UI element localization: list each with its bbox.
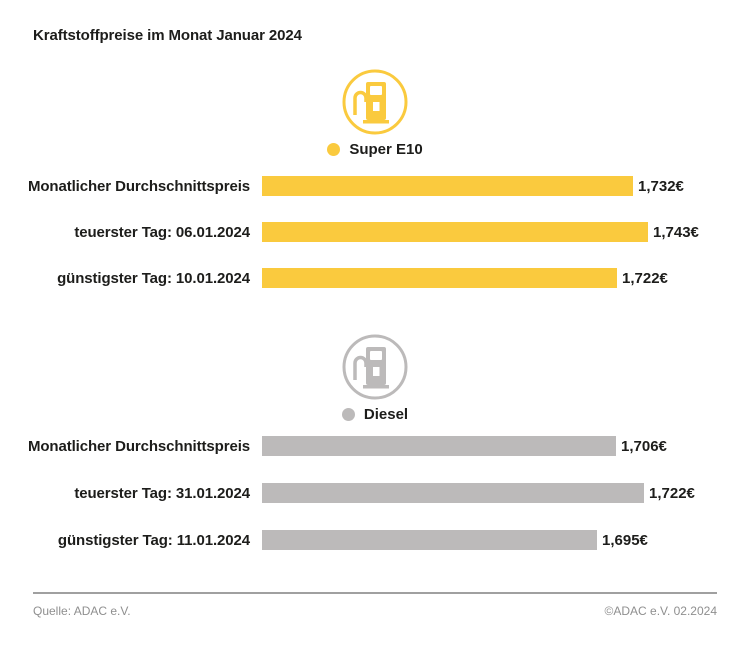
bar-row-super-min: günstigster Tag: 10.01.2024 1,722€ bbox=[0, 268, 750, 288]
bar-row-diesel-average: Monatlicher Durchschnittspreis 1,706€ bbox=[0, 436, 750, 456]
diesel-legend-label: Diesel bbox=[363, 405, 409, 423]
diesel-legend: Diesel bbox=[341, 405, 409, 423]
bar-super-max bbox=[262, 222, 648, 242]
super-e10-legend-label: Super E10 bbox=[349, 140, 423, 158]
fuel-pump-icon bbox=[342, 69, 408, 135]
source-text: Quelle: ADAC e.V. bbox=[33, 604, 131, 618]
bar-label: teuerster Tag: 06.01.2024 bbox=[74, 223, 250, 241]
bar-super-average bbox=[262, 176, 633, 196]
diesel-legend-dot bbox=[341, 407, 355, 421]
bar-row-super-average: Monatlicher Durchschnittspreis 1,732€ bbox=[0, 176, 750, 196]
bar-label: günstigster Tag: 10.01.2024 bbox=[57, 269, 250, 287]
bar-value: 1,706€ bbox=[621, 437, 667, 455]
bar-label: Monatlicher Durchschnittspreis bbox=[27, 177, 250, 195]
bar-label: Monatlicher Durchschnittspreis bbox=[27, 437, 250, 455]
bar-value: 1,722€ bbox=[622, 269, 668, 287]
bar-super-min bbox=[262, 268, 617, 288]
diesel-header: Diesel bbox=[0, 334, 750, 423]
bar-row-super-max: teuerster Tag: 06.01.2024 1,743€ bbox=[0, 222, 750, 242]
super-e10-legend-dot bbox=[327, 142, 341, 156]
page-title: Kraftstoffpreise im Monat Januar 2024 bbox=[33, 27, 302, 44]
bar-value: 1,695€ bbox=[602, 531, 648, 549]
super-e10-legend: Super E10 bbox=[327, 140, 423, 158]
bar-row-diesel-max: teuerster Tag: 31.01.2024 1,722€ bbox=[0, 483, 750, 503]
bar-diesel-min bbox=[262, 530, 597, 550]
bar-diesel-max bbox=[262, 483, 644, 503]
copyright-text: ©ADAC e.V. 02.2024 bbox=[604, 604, 717, 618]
bar-label: günstigster Tag: 11.01.2024 bbox=[57, 531, 250, 549]
super-e10-header: Super E10 bbox=[0, 69, 750, 158]
bar-label: teuerster Tag: 31.01.2024 bbox=[74, 484, 250, 502]
bar-value: 1,722€ bbox=[649, 484, 695, 502]
bar-diesel-average bbox=[262, 436, 616, 456]
diesel-bars: Monatlicher Durchschnittspreis 1,706€ te… bbox=[0, 436, 750, 577]
bar-value: 1,732€ bbox=[638, 177, 684, 195]
footer-divider bbox=[33, 592, 717, 594]
fuel-pump-icon bbox=[342, 334, 408, 400]
super-e10-bars: Monatlicher Durchschnittspreis 1,732€ te… bbox=[0, 176, 750, 314]
bar-value: 1,743€ bbox=[653, 223, 699, 241]
bar-row-diesel-min: günstigster Tag: 11.01.2024 1,695€ bbox=[0, 530, 750, 550]
